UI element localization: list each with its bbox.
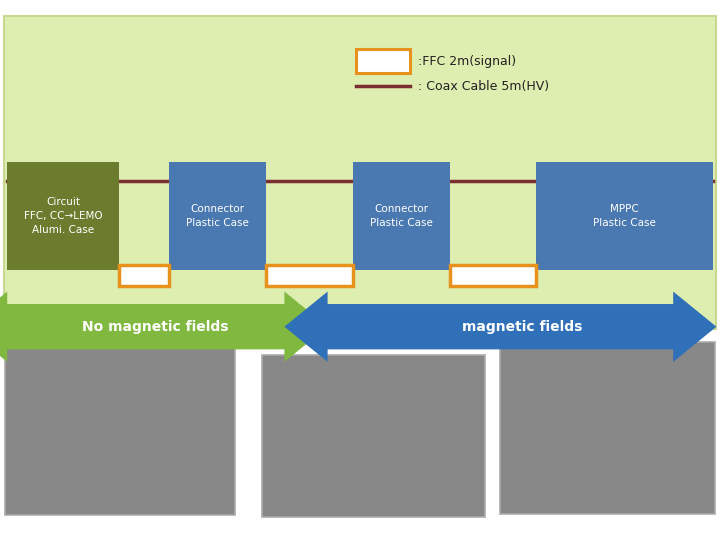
- FancyBboxPatch shape: [262, 355, 485, 517]
- Text: Connector
Plastic Case: Connector Plastic Case: [186, 204, 249, 228]
- FancyBboxPatch shape: [356, 49, 410, 73]
- FancyBboxPatch shape: [4, 16, 716, 329]
- Text: MPPC
Plastic Case: MPPC Plastic Case: [593, 204, 656, 228]
- FancyBboxPatch shape: [353, 162, 450, 270]
- Text: : Coax Cable 5m(HV): : Coax Cable 5m(HV): [418, 80, 549, 93]
- FancyBboxPatch shape: [119, 265, 169, 286]
- Text: magnetic fields: magnetic fields: [462, 320, 582, 334]
- Polygon shape: [284, 292, 716, 362]
- Text: Connector
Plastic Case: Connector Plastic Case: [370, 204, 433, 228]
- FancyBboxPatch shape: [7, 162, 119, 270]
- FancyBboxPatch shape: [536, 162, 713, 270]
- FancyBboxPatch shape: [5, 340, 235, 515]
- FancyBboxPatch shape: [169, 162, 266, 270]
- Text: No magnetic fields: No magnetic fields: [81, 320, 228, 334]
- Text: :FFC 2m(signal): :FFC 2m(signal): [418, 55, 516, 68]
- FancyBboxPatch shape: [500, 342, 715, 514]
- Text: Circuit
FFC, CC→LEMO
Alumi. Case: Circuit FFC, CC→LEMO Alumi. Case: [24, 198, 102, 234]
- FancyBboxPatch shape: [450, 265, 536, 286]
- Polygon shape: [0, 292, 328, 362]
- FancyBboxPatch shape: [266, 265, 353, 286]
